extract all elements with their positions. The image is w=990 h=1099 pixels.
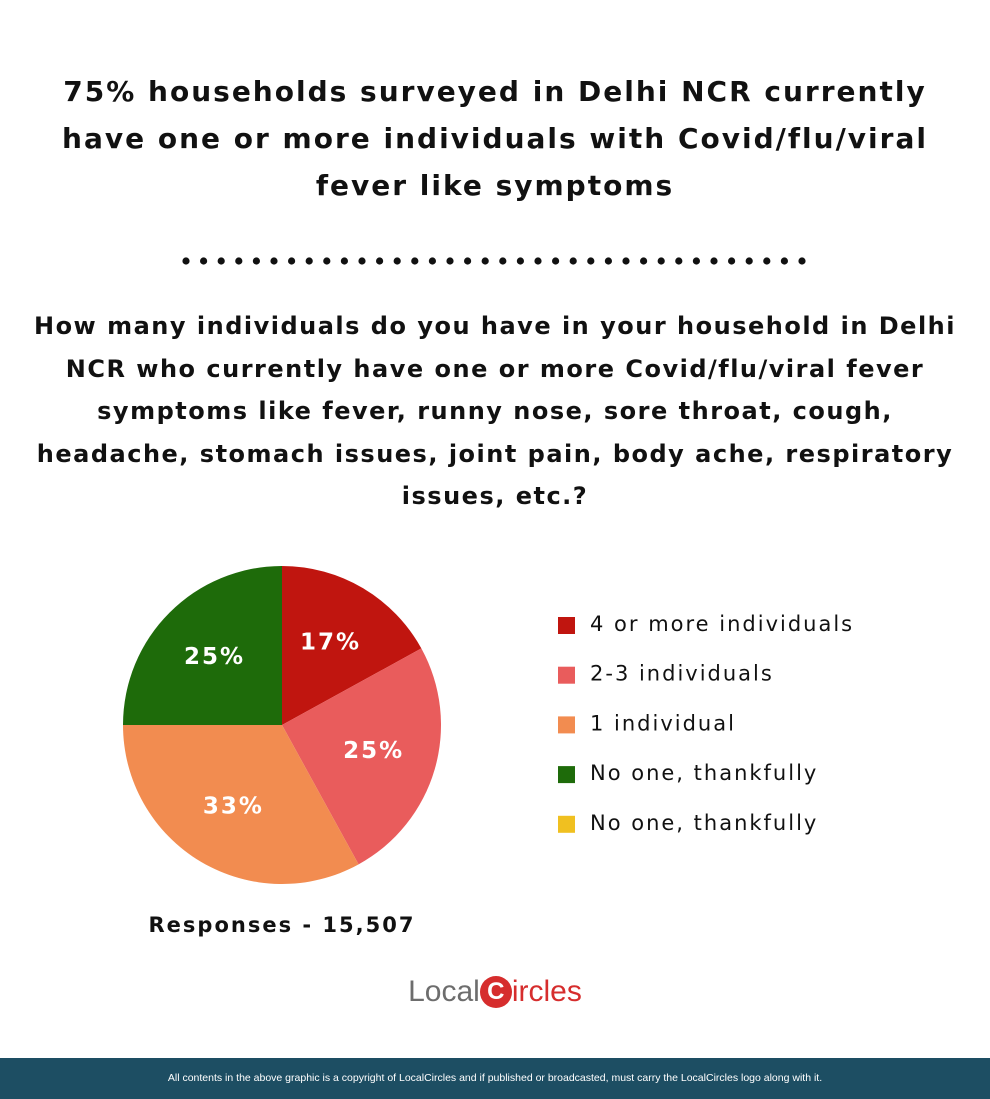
legend-swatch xyxy=(558,766,575,784)
data-label: 25% xyxy=(184,644,245,670)
legend-swatch xyxy=(558,617,575,634)
legend-label: 2-3 individuals xyxy=(590,662,774,686)
legend-swatch xyxy=(558,666,575,684)
title: 75% households surveyed in Delhi NCR cur… xyxy=(62,75,928,202)
note: Responses - 15,507 xyxy=(149,913,416,937)
logo-text: Local xyxy=(408,975,480,1008)
logo-text: ircles xyxy=(511,975,582,1008)
legend-label: No one, thankfully xyxy=(590,811,818,835)
pie-slice xyxy=(123,566,282,725)
pie-slice xyxy=(123,725,359,884)
legend-label: 4 or more individuals xyxy=(590,612,854,636)
legend-swatch xyxy=(558,716,575,734)
pie-slice xyxy=(282,648,441,865)
legend-swatch xyxy=(558,815,575,833)
data-label: 25% xyxy=(343,738,404,764)
logo-mark: C xyxy=(479,976,512,1008)
data-label: 33% xyxy=(203,794,264,820)
divider xyxy=(182,257,806,265)
footer: All contents in the above graphic is a c… xyxy=(0,1058,990,1099)
chart: 17% 25% 33% 25% 4 or more individuals 2-3 ind… xyxy=(123,566,854,937)
data-label: 17% xyxy=(300,629,361,655)
question: How many individuals do you have in your… xyxy=(33,312,956,510)
legend-label: No one, thankfully xyxy=(590,761,818,785)
pie-slice xyxy=(282,566,422,725)
legend-label: 1 individual xyxy=(590,711,736,735)
